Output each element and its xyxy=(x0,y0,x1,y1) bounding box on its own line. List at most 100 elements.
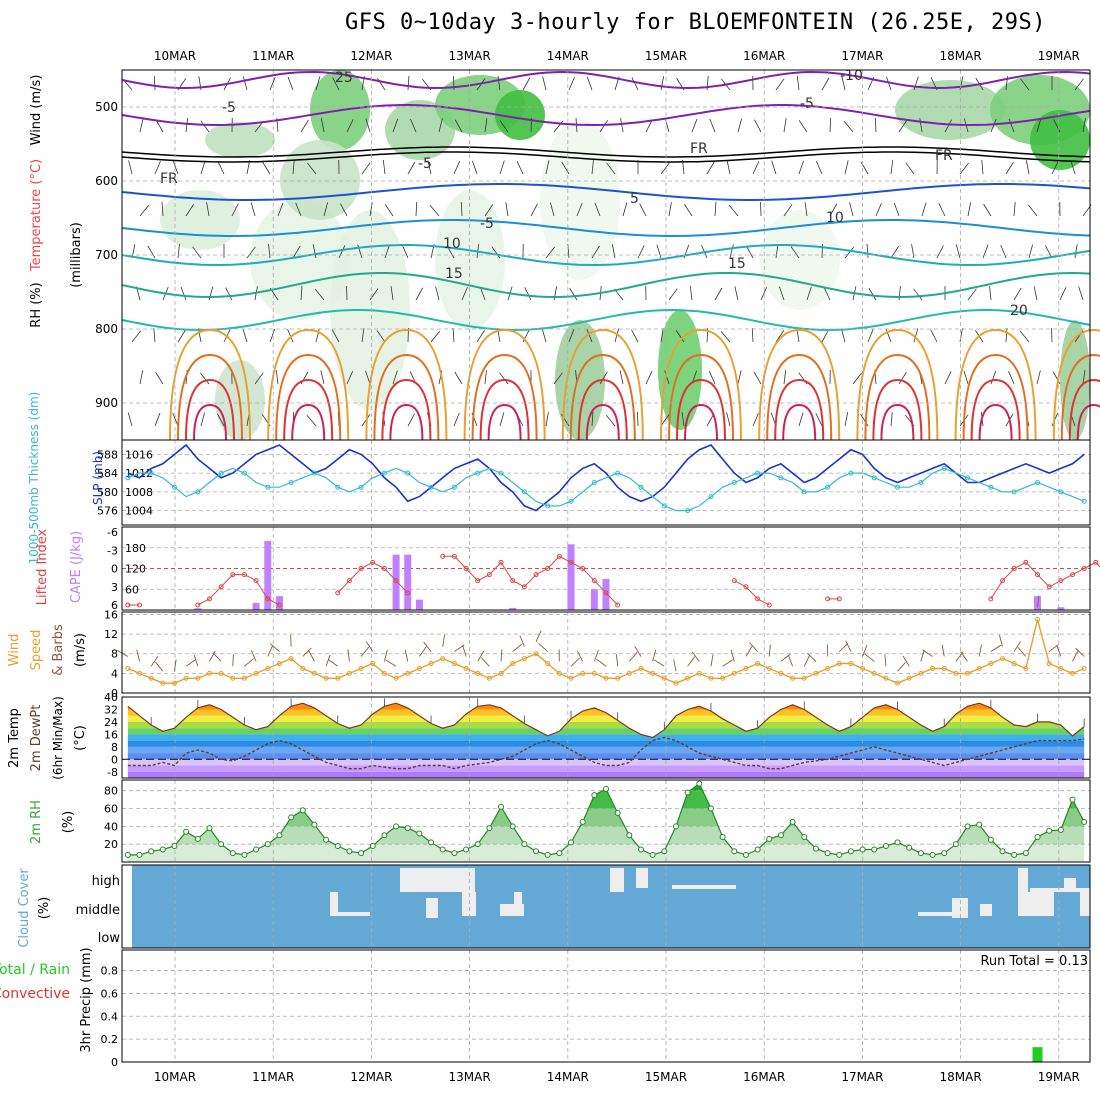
wind-speed-point xyxy=(755,661,761,667)
wind-barb-10m xyxy=(480,657,490,667)
wind-barb xyxy=(821,329,829,343)
wind-barb-10m xyxy=(838,643,849,652)
rh-point xyxy=(754,846,761,853)
rh-point xyxy=(183,828,190,835)
temp-contour-diurnal xyxy=(856,328,939,441)
wind-barb-10m xyxy=(593,649,599,662)
rh-point xyxy=(369,842,376,849)
wind-speed-point xyxy=(720,675,726,681)
wind-speed-point xyxy=(580,670,586,676)
wind-barb-10m xyxy=(267,645,274,657)
thickness-point xyxy=(358,484,364,490)
li-point xyxy=(521,584,527,590)
wind-speed-point xyxy=(160,680,166,686)
wind-barb xyxy=(720,331,731,343)
wind-barb xyxy=(1008,118,1015,133)
rh-point xyxy=(148,848,155,855)
wind-barb xyxy=(849,202,854,217)
wind-barb xyxy=(586,76,593,91)
wind-barb-10m xyxy=(1017,647,1027,657)
wind-barb xyxy=(315,328,320,343)
wind-speed-point xyxy=(661,675,667,681)
wind-barb xyxy=(668,288,678,301)
li-point xyxy=(335,590,341,596)
wind-barb xyxy=(180,286,187,301)
rh-point xyxy=(614,809,621,816)
wind-barb xyxy=(605,414,616,427)
wind-barb xyxy=(384,244,390,259)
wind-barb xyxy=(1033,286,1038,301)
li-point xyxy=(1070,572,1076,578)
rh-band xyxy=(127,808,1085,827)
wind-barb-10m xyxy=(1056,645,1062,657)
wind-speed-point xyxy=(953,670,959,676)
wind-barb-10m xyxy=(862,645,868,657)
wind-barb xyxy=(185,118,189,133)
wind-barb-10m xyxy=(232,654,234,667)
date-label-top: 12MAR xyxy=(350,49,392,63)
wind-barb xyxy=(172,412,179,427)
wind-barb-10m xyxy=(209,650,216,662)
thickness-point xyxy=(638,484,644,490)
cloud-gap xyxy=(330,912,370,916)
temp-contour-diurnal xyxy=(365,328,448,441)
ylabel-cape: CAPE (J/kg) xyxy=(69,531,84,603)
wind-speed-point xyxy=(521,656,527,662)
wind-barb xyxy=(177,244,180,259)
wind-barb-10m xyxy=(1075,647,1085,657)
temp-contour-diurnal xyxy=(585,403,620,441)
wind-speed-point xyxy=(685,675,691,681)
wind-barb xyxy=(545,160,550,175)
wind-barb xyxy=(460,201,463,217)
wind-barb xyxy=(708,371,716,385)
wind-barb-10m xyxy=(270,643,280,652)
temp-tick-label: 24 xyxy=(104,716,118,729)
rh-point xyxy=(241,851,248,858)
thickness-point xyxy=(941,465,947,471)
wind-barb-10m xyxy=(845,640,852,652)
cape-bar xyxy=(590,589,598,610)
wind-barb xyxy=(484,370,487,385)
ylabel-wind-units: (m/s) xyxy=(73,633,88,667)
wind-speed-point xyxy=(300,665,306,671)
wind-barb xyxy=(306,415,317,427)
rh-point xyxy=(556,850,563,857)
cloud-gap xyxy=(1018,868,1028,892)
wind-barb xyxy=(726,412,731,427)
wind-barb xyxy=(664,370,670,385)
rh-point xyxy=(1022,850,1029,857)
wind-barb xyxy=(452,328,455,343)
wind-barb xyxy=(737,370,742,385)
wind-barb-10m xyxy=(749,642,758,652)
contour-label: -5 xyxy=(222,100,236,116)
temp-contour-diurnal xyxy=(471,353,538,441)
rh-point xyxy=(229,850,236,857)
wind-barb xyxy=(147,245,156,259)
date-label-bottom: 18MAR xyxy=(940,1070,982,1084)
wind-speed-point xyxy=(533,651,539,657)
wind-barb xyxy=(549,202,555,217)
temp-contour-diurnal xyxy=(1060,353,1100,441)
wind-speed-point xyxy=(265,665,271,671)
cloud-gap xyxy=(514,892,522,916)
wind-barb xyxy=(599,371,608,385)
wind-barb xyxy=(874,117,877,133)
cape-bar xyxy=(567,544,575,610)
temp-contour-diurnal xyxy=(660,328,742,441)
wind-barb xyxy=(1078,286,1084,301)
thickness-point xyxy=(125,475,131,481)
li-point xyxy=(988,596,994,602)
wind-barb xyxy=(714,202,717,217)
thickness-tick-label: 576 xyxy=(97,505,118,518)
wind-barb-10m xyxy=(535,630,542,642)
wind-barb xyxy=(177,329,186,343)
thickness-point xyxy=(778,475,784,481)
wind-barb xyxy=(591,245,600,259)
wind-barb xyxy=(852,372,862,385)
wind-speed-point xyxy=(1046,661,1052,667)
wind-barb xyxy=(323,202,329,217)
li-point xyxy=(1035,572,1041,578)
wind-barb xyxy=(338,245,346,259)
wind-barb xyxy=(1082,118,1086,133)
wind-barb xyxy=(376,330,386,343)
